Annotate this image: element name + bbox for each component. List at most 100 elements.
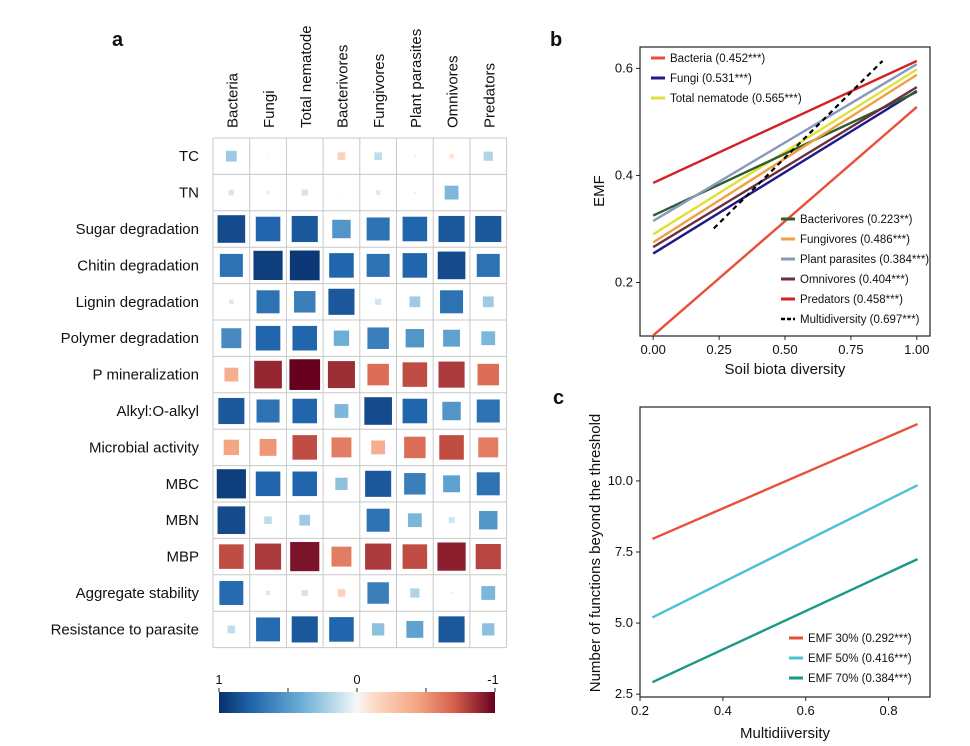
heatmap-cell bbox=[292, 398, 318, 424]
heatmap-cell bbox=[402, 398, 428, 424]
legend-label: Fungi (0.531***) bbox=[670, 73, 752, 85]
heatmap-cell bbox=[217, 215, 246, 243]
heatmap-cell bbox=[328, 288, 355, 315]
x-tick-label: 0.75 bbox=[838, 342, 863, 357]
legend-label: Predators (0.458***) bbox=[800, 294, 903, 306]
heatmap-row-label: Alkyl:O-alkyl bbox=[116, 403, 199, 420]
heatmap-cell bbox=[327, 361, 355, 389]
heatmap-cell bbox=[366, 217, 390, 241]
heatmap-cell bbox=[475, 215, 502, 243]
heatmap-panel: Bacteria Fungi Total nematode Bacterivores F… bbox=[51, 25, 508, 713]
heatmap-cell bbox=[372, 623, 385, 636]
plot-b-series bbox=[652, 59, 918, 337]
heatmap-cell bbox=[476, 253, 500, 277]
heatmap-cell bbox=[335, 477, 348, 490]
heatmap-column-label: Omnivores bbox=[445, 55, 462, 128]
heatmap-cell bbox=[254, 360, 282, 389]
series-line bbox=[652, 68, 918, 236]
heatmap-cell bbox=[413, 191, 417, 194]
heatmap-cell bbox=[291, 215, 318, 243]
panel-a-letter: a bbox=[112, 29, 124, 51]
heatmap-cell bbox=[333, 330, 350, 346]
heatmap-column-label: Plant parasites bbox=[408, 29, 425, 128]
heatmap-cell bbox=[443, 329, 460, 347]
heatmap-row-label: MBP bbox=[166, 549, 199, 566]
heatmap-cell bbox=[224, 367, 239, 382]
heatmap-cell bbox=[483, 151, 493, 161]
heatmap-cell bbox=[292, 471, 318, 497]
heatmap-cell bbox=[228, 189, 235, 196]
heatmap-column-label: Total nematode bbox=[298, 25, 315, 128]
legend-label: Bacteria (0.452***) bbox=[670, 53, 765, 65]
heatmap-cell bbox=[439, 435, 464, 460]
heatmap-cell bbox=[259, 438, 277, 456]
y-tick-label: 7.5 bbox=[615, 544, 633, 559]
heatmap-cell bbox=[479, 510, 498, 530]
x-tick-label: 0.00 bbox=[641, 342, 666, 357]
heatmap-row-labels: TC TN Sugar degradation Chitin degradation L… bbox=[51, 148, 200, 638]
heatmap-cell bbox=[409, 296, 421, 308]
heatmap-cell bbox=[405, 328, 425, 348]
heatmap-column-label: Fungivores bbox=[371, 54, 388, 128]
heatmap-cell bbox=[438, 616, 465, 643]
heatmap-cell bbox=[227, 625, 236, 634]
heatmap-cell bbox=[221, 328, 242, 349]
heatmap-cell bbox=[487, 191, 490, 194]
series-line bbox=[652, 59, 918, 185]
heatmap-cell bbox=[219, 581, 244, 605]
heatmap-row-label: Polymer degradation bbox=[61, 330, 199, 347]
threshold-line-panel: 0.2 0.4 0.6 0.8 2.5 5.0 7.5 10.0 EMF 30% (0.29… bbox=[587, 406, 931, 742]
panel-b-letter: b bbox=[550, 29, 562, 51]
heatmap-cell bbox=[364, 397, 392, 425]
heatmap-cell bbox=[264, 516, 272, 525]
heatmap-row-label: TN bbox=[179, 185, 199, 202]
plot-b-x-ticks: 0.00 0.25 0.50 0.75 1.00 bbox=[641, 336, 929, 357]
heatmap-cell bbox=[219, 253, 243, 277]
heatmap-cell bbox=[266, 191, 270, 195]
heatmap-cell bbox=[476, 472, 500, 496]
heatmap-cell bbox=[289, 359, 321, 390]
heatmap-cell bbox=[402, 216, 428, 242]
plot-c-series bbox=[651, 422, 919, 684]
heatmap-cell bbox=[404, 473, 426, 495]
heatmap-cell bbox=[225, 150, 237, 162]
heatmap-cell bbox=[448, 517, 455, 524]
heatmap-cell bbox=[443, 475, 460, 493]
heatmap-cell bbox=[407, 513, 422, 528]
heatmap-cell bbox=[413, 154, 417, 158]
heatmap-cell bbox=[217, 506, 246, 535]
heatmap-cell bbox=[255, 471, 281, 497]
legend-label: EMF 70% (0.384***) bbox=[808, 673, 912, 685]
heatmap-row-label: MBC bbox=[166, 476, 200, 493]
plot-c-y-ticks: 2.5 5.0 7.5 10.0 bbox=[608, 473, 640, 701]
heatmap-row-label: Chitin degradation bbox=[77, 257, 199, 274]
heatmap-cell bbox=[299, 514, 311, 526]
heatmap-cell bbox=[255, 543, 282, 570]
heatmap-cell bbox=[334, 404, 349, 418]
legend-label: EMF 30% (0.292***) bbox=[808, 633, 912, 645]
plot-b-xlabel: Soil biota diversity bbox=[725, 361, 846, 378]
heatmap-cell bbox=[365, 543, 392, 570]
plot-b-border bbox=[639, 46, 931, 337]
heatmap-cell bbox=[410, 588, 420, 598]
heatmap-cell bbox=[340, 519, 343, 521]
colorbar-label-min: -1 bbox=[487, 672, 499, 687]
heatmap-cell bbox=[337, 152, 346, 161]
heatmap-row-label: MBN bbox=[166, 512, 199, 529]
series-line bbox=[651, 422, 919, 541]
heatmap-cell bbox=[255, 216, 281, 242]
heatmap-cell bbox=[332, 219, 351, 239]
heatmap-cell bbox=[289, 250, 320, 281]
heatmap-cell bbox=[477, 363, 499, 386]
heatmap-cell bbox=[449, 153, 454, 159]
heatmap-cell bbox=[481, 331, 496, 346]
heatmap-cell bbox=[367, 327, 389, 349]
y-tick-label: 10.0 bbox=[608, 473, 633, 488]
y-tick-label: 5.0 bbox=[615, 615, 633, 630]
colorbar-label-max: 1 bbox=[215, 672, 222, 687]
heatmap-cell bbox=[437, 542, 466, 571]
heatmap-cell bbox=[337, 589, 346, 597]
plot-b-y-ticks: 0.2 0.4 0.6 bbox=[615, 60, 640, 289]
heatmap-cell bbox=[440, 290, 464, 314]
heatmap-cell bbox=[444, 185, 459, 200]
